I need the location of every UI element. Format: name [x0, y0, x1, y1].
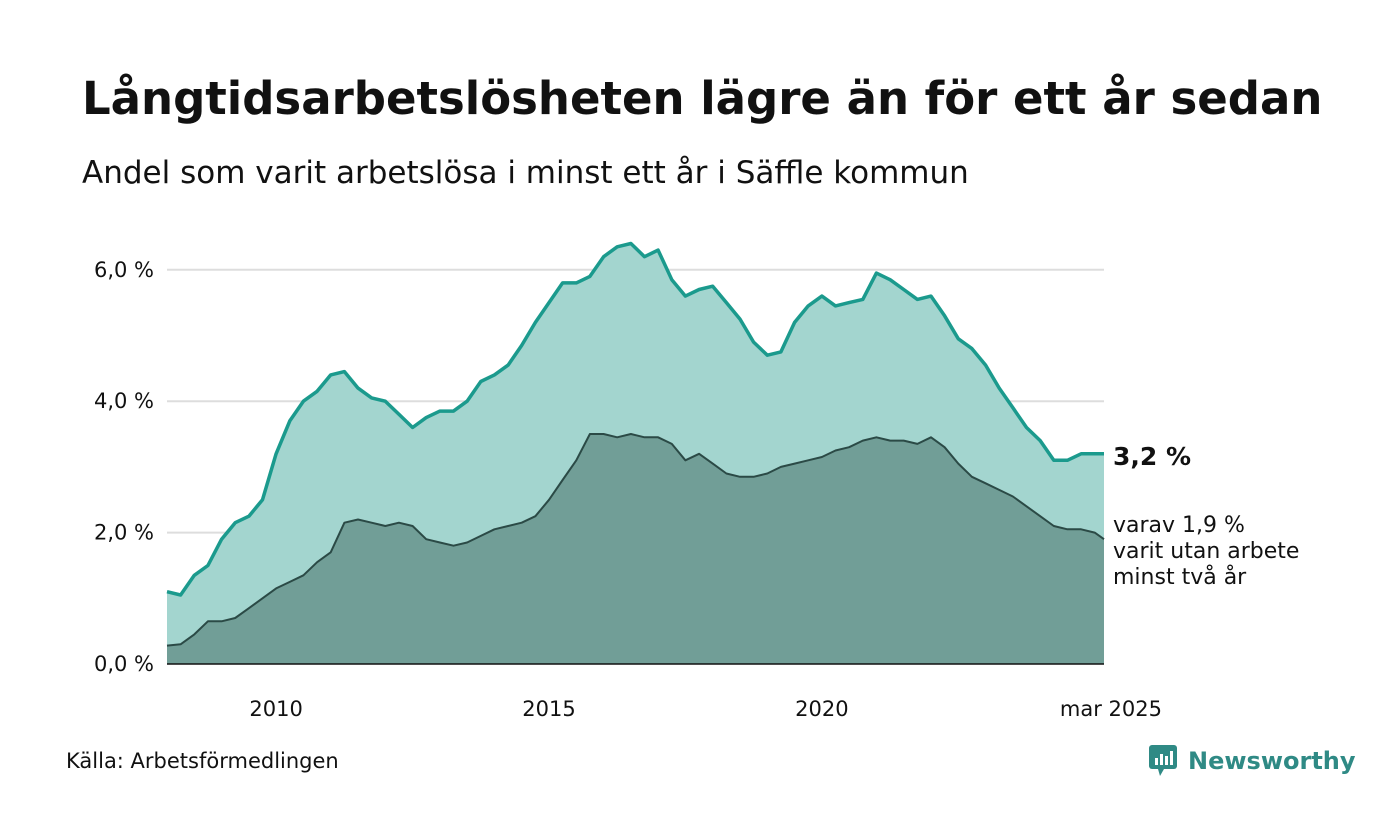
- y-tick-label: 2,0 %: [94, 521, 154, 545]
- brand-logo[interactable]: Newsworthy: [1148, 744, 1356, 778]
- chart-title: Långtidsarbetslösheten lägre än för ett …: [82, 72, 1323, 125]
- source-note: Källa: Arbetsförmedlingen: [66, 749, 339, 773]
- two-year-series-line: [166, 433, 1105, 647]
- chart-subtitle: Andel som varit arbetslösa i minst ett å…: [82, 155, 969, 191]
- total-value-label: 3,2 %: [1113, 442, 1191, 471]
- x-tick-label: mar 2025: [1060, 697, 1162, 721]
- two-year-label-line-2: varit utan arbete: [1113, 539, 1299, 564]
- two-year-label-line-1: varav 1,9 %: [1113, 513, 1245, 538]
- y-tick-label: 0,0 %: [94, 652, 154, 676]
- y-tick-label: 6,0 %: [94, 258, 154, 282]
- total-series-line: [166, 241, 1104, 597]
- y-tick-label: 4,0 %: [94, 389, 154, 413]
- two-year-label-line-3: minst två år: [1113, 564, 1247, 590]
- two-year-area: [167, 434, 1104, 664]
- x-tick-label: 2020: [795, 697, 848, 721]
- x-tick-label: 2015: [522, 697, 575, 721]
- y-axis-ticks: 0,0 % 2,0 % 4,0 % 6,0 %: [94, 258, 154, 676]
- brand-name: Newsworthy: [1188, 747, 1356, 775]
- newsworthy-icon: [1149, 745, 1177, 776]
- x-axis-ticks: 2010 2015 2020 mar 2025: [249, 697, 1162, 721]
- x-tick-label: 2010: [249, 697, 302, 721]
